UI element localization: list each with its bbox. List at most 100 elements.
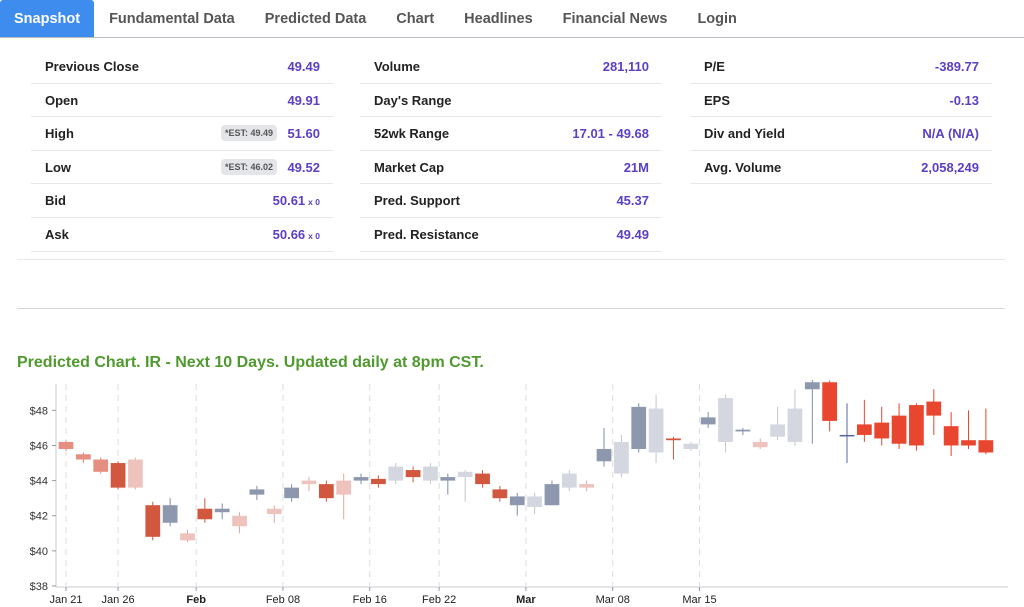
candle-body bbox=[700, 417, 716, 425]
y-tick-label: $46 bbox=[30, 440, 48, 452]
stat-value-text: N/A (N/A) bbox=[922, 126, 979, 142]
stat-value-text: -0.13 bbox=[949, 92, 979, 108]
candle-body bbox=[145, 505, 161, 537]
candle-body bbox=[75, 454, 91, 460]
snapshot-column-3: P/E -389.77 EPS -0.13 Div and Yield N/A (N/A)… bbox=[690, 50, 992, 185]
stat-value-text: 281,110 bbox=[602, 59, 649, 74]
candle-body bbox=[787, 408, 803, 442]
candle-body bbox=[596, 448, 612, 462]
candle-body bbox=[197, 508, 213, 520]
snapshot-column-2: Volume 281,110 Day's Range 52wk Range 17.01 … bbox=[360, 50, 662, 252]
candle-body bbox=[284, 487, 299, 499]
tab-snapshot[interactable]: Snapshot bbox=[0, 0, 95, 37]
candle-body bbox=[214, 508, 230, 513]
estimate-badge: *EST: 49.49 bbox=[220, 125, 277, 142]
candle-body bbox=[822, 382, 838, 421]
stat-row: High 51.60 *EST: 49.49 bbox=[31, 117, 333, 151]
tab-chart[interactable]: Chart bbox=[396, 10, 435, 27]
candle-body bbox=[874, 422, 890, 439]
stat-row: Bid 50.61 x 0 bbox=[31, 184, 333, 218]
candle-body bbox=[527, 496, 542, 507]
candle-body bbox=[249, 489, 265, 495]
stat-value: 45.37 bbox=[616, 193, 649, 208]
x-tick-label: Feb bbox=[186, 594, 206, 606]
y-tick-label: $38 bbox=[30, 581, 48, 593]
candle-body bbox=[666, 438, 681, 441]
stat-row: Low 49.52 *EST: 46.02 bbox=[31, 151, 333, 185]
candle-body bbox=[961, 440, 976, 446]
x-tick-label: Feb 08 bbox=[266, 594, 300, 606]
tab-predicted-data[interactable]: Predicted Data bbox=[264, 10, 367, 27]
section-divider bbox=[17, 308, 1005, 309]
snapshot-column-1: Previous Close 49.49 Open 49.91 High 51.60 *ES… bbox=[31, 50, 333, 252]
candle-body bbox=[579, 484, 595, 488]
x-tick-label: Jan 21 bbox=[49, 594, 82, 606]
candle-body bbox=[93, 459, 109, 472]
candle-body bbox=[440, 477, 456, 481]
y-tick-label: $44 bbox=[30, 476, 48, 488]
stat-value: N/A (N/A) bbox=[922, 126, 979, 141]
candle-body bbox=[891, 415, 907, 444]
y-tick-label: $42 bbox=[30, 511, 48, 523]
x-tick-label: Feb 16 bbox=[353, 594, 387, 606]
tab-financial-news[interactable]: Financial News bbox=[562, 10, 668, 27]
stat-label: Bid bbox=[45, 193, 66, 209]
stat-row: Pred. Support 45.37 bbox=[360, 184, 662, 218]
stat-row: EPS -0.13 bbox=[690, 84, 992, 118]
candle-body bbox=[631, 406, 647, 449]
x-tick-label: Mar bbox=[516, 594, 536, 606]
stat-value-text: 50.61 bbox=[272, 193, 306, 209]
tab-headlines[interactable]: Headlines bbox=[464, 10, 533, 27]
candle-body bbox=[943, 426, 959, 446]
stat-value: 49.49 bbox=[287, 59, 320, 74]
candle-body bbox=[648, 408, 664, 453]
candle-body bbox=[232, 515, 247, 527]
snapshot-divider bbox=[17, 259, 1005, 260]
stat-value-text: 49.91 bbox=[287, 92, 320, 108]
candle-body bbox=[544, 484, 560, 506]
stat-label: Low bbox=[45, 159, 71, 175]
x-tick-label: Jan 26 bbox=[102, 594, 135, 606]
stat-value-text: 49.52 bbox=[287, 159, 320, 175]
stat-label: Pred. Support bbox=[374, 193, 460, 209]
stat-row: Avg. Volume 2,058,249 bbox=[690, 151, 992, 185]
candle-body bbox=[475, 473, 490, 485]
stat-value: 21M bbox=[624, 160, 649, 175]
candle-body bbox=[301, 480, 317, 485]
stat-value: 50.61 x 0 bbox=[273, 193, 320, 208]
candle-body bbox=[614, 441, 629, 474]
x-tick-label: Feb 22 bbox=[422, 594, 456, 606]
candle-body bbox=[718, 398, 733, 442]
candle-body bbox=[492, 489, 508, 499]
candle-body bbox=[371, 478, 386, 485]
stat-label: P/E bbox=[704, 59, 725, 74]
y-tick-label: $40 bbox=[30, 546, 48, 558]
stat-value-text: 2,058,249 bbox=[921, 159, 979, 175]
stat-value-text: 45.37 bbox=[616, 193, 649, 209]
stat-row: Div and Yield N/A (N/A) bbox=[690, 117, 992, 151]
candle-body bbox=[353, 477, 369, 481]
stat-value-text: 51.60 bbox=[287, 126, 320, 142]
candle-body bbox=[804, 382, 820, 390]
candle-body bbox=[752, 441, 768, 448]
stat-row: Market Cap 21M bbox=[360, 151, 662, 185]
stat-value: 2,058,249 bbox=[921, 160, 979, 175]
stat-label: Pred. Resistance bbox=[374, 226, 479, 242]
candle-body bbox=[561, 473, 577, 488]
candle-body bbox=[128, 459, 143, 488]
stat-value-text: -389.77 bbox=[934, 59, 979, 74]
candle-body bbox=[926, 401, 942, 416]
stat-label: Market Cap bbox=[374, 159, 445, 175]
candle-body bbox=[509, 496, 525, 506]
stat-value-text: 49.49 bbox=[287, 59, 320, 74]
stat-label: Volume bbox=[374, 59, 420, 74]
candle-body bbox=[683, 443, 699, 449]
tab-login[interactable]: Login bbox=[697, 10, 737, 27]
tab-fundamental-data[interactable]: Fundamental Data bbox=[109, 10, 235, 27]
candle-body bbox=[110, 463, 126, 488]
stat-value-suffix: x 0 bbox=[308, 197, 320, 208]
stat-row: P/E -389.77 bbox=[690, 50, 992, 84]
x-tick-label: Mar 15 bbox=[682, 594, 716, 606]
candle-body bbox=[318, 484, 334, 499]
candle-body bbox=[266, 508, 282, 514]
